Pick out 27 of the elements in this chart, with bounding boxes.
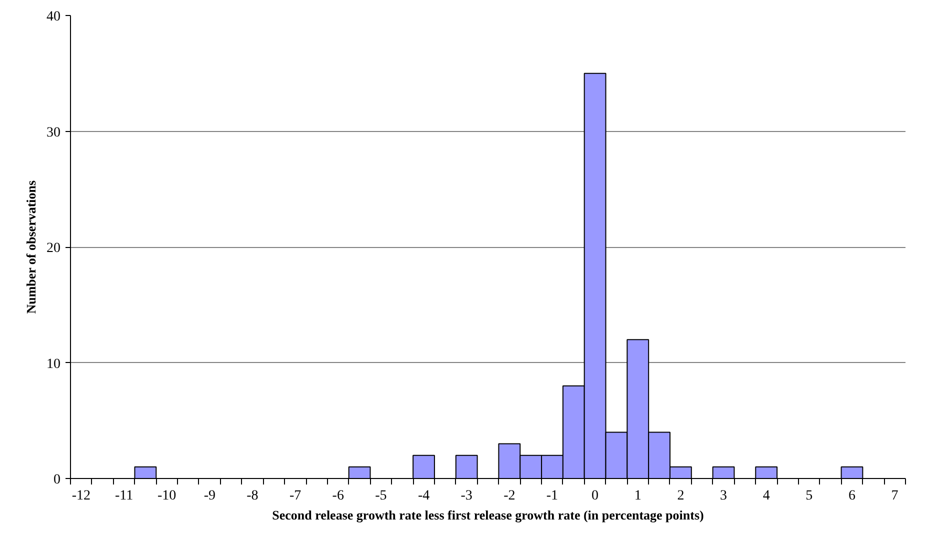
- x-tick-label: -4: [418, 488, 430, 504]
- x-tick-label: -6: [332, 488, 344, 504]
- y-tick-label: 30: [46, 125, 60, 140]
- x-tick-label: 7: [891, 488, 898, 504]
- x-tick-label: -2: [504, 488, 516, 504]
- x-tick-label: 6: [848, 488, 856, 504]
- x-tick-label: -5: [375, 488, 387, 504]
- x-tick-label: -7: [289, 488, 302, 504]
- x-tick-label: -11: [114, 488, 134, 504]
- x-tick-label: 1: [634, 488, 642, 504]
- x-tick-label: 5: [806, 488, 813, 504]
- y-tick-label: 20: [46, 241, 60, 256]
- y-tick-label: 0: [54, 472, 60, 488]
- x-tick-label: -1: [546, 488, 558, 504]
- x-axis-title: Second release growth rate less first release growth rate (in percentage points): [272, 508, 704, 522]
- x-tick-label: 4: [762, 488, 770, 504]
- y-tick-label: 40: [46, 10, 60, 24]
- x-tick-label: 2: [677, 488, 684, 504]
- y-axis-title: Number of observations: [24, 180, 38, 314]
- x-tick-label: -3: [460, 488, 472, 504]
- y-tick-label: 10: [46, 356, 60, 372]
- x-tick-label: -8: [246, 488, 258, 504]
- x-tick-label: -10: [158, 488, 176, 504]
- x-tick-label: 0: [592, 488, 599, 504]
- x-tick-label: -9: [204, 488, 216, 504]
- x-tick-label: -12: [72, 488, 91, 504]
- x-tick-label: 3: [720, 488, 728, 504]
